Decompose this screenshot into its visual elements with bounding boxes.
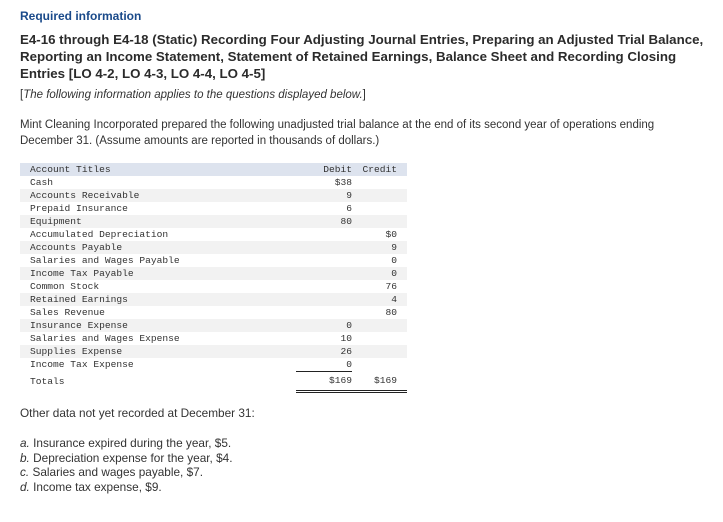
debit-value	[296, 306, 352, 319]
totals-row: Totals $169 $169	[20, 371, 407, 393]
problem-title: E4-16 through E4-18 (Static) Recording F…	[20, 32, 704, 81]
list-item: d. Income tax expense, $9.	[20, 480, 232, 495]
account-title: Accounts Payable	[20, 241, 296, 254]
account-title: Prepaid Insurance	[30, 203, 128, 214]
trial-balance-table: Account Titles Debit Credit Cash $38 Acco…	[20, 163, 407, 393]
item-text: Salaries and wages payable, $7.	[29, 465, 203, 480]
table-row: Accounts Payable 9	[20, 241, 407, 254]
credit-value: 0	[391, 255, 397, 266]
credit-value: 4	[352, 293, 407, 306]
credit-value	[352, 176, 407, 189]
credit-value	[352, 345, 407, 358]
header-credit: Credit	[352, 163, 407, 176]
intro-paragraph: Mint Cleaning Incorporated prepared the …	[20, 119, 655, 147]
table-row: Sales Revenue 80	[20, 306, 407, 319]
credit-value: 9	[352, 241, 407, 254]
credit-value	[352, 332, 407, 345]
credit-value: 80	[385, 307, 397, 318]
account-title: Income Tax Payable	[20, 267, 296, 280]
table-row: Insurance Expense 0	[20, 319, 407, 332]
account-title: Salaries and Wages Payable	[30, 255, 180, 266]
table-row: Cash $38	[20, 176, 407, 189]
info-note-text: The following information applies to the…	[23, 89, 363, 101]
item-letter: d.	[20, 480, 30, 495]
required-information-label: Required information	[20, 9, 142, 23]
account-title: Income Tax Expense	[30, 359, 134, 371]
table-row: Prepaid Insurance 6	[20, 202, 407, 215]
info-note: [The following information applies to th…	[20, 89, 366, 101]
debit-value	[296, 254, 352, 267]
list-item: b. Depreciation expense for the year, $4…	[20, 451, 232, 466]
debit-value: 80	[296, 215, 352, 228]
table-row: Income Tax Payable 0	[20, 267, 407, 280]
total-debit: $169	[296, 371, 352, 393]
bracket-open: [	[20, 89, 24, 101]
table-row: Salaries and Wages Expense 10	[20, 332, 407, 345]
credit-value	[352, 358, 407, 372]
debit-value: 0	[296, 358, 352, 372]
credit-value: $0	[385, 229, 397, 240]
account-title: Retained Earnings	[20, 293, 296, 306]
credit-value	[352, 319, 407, 332]
other-data-list: a. Insurance expired during the year, $5…	[20, 436, 232, 495]
account-title: Accumulated Depreciation	[30, 229, 169, 240]
debit-value: 0	[296, 319, 352, 332]
account-title: Cash	[30, 177, 54, 188]
table-row: Income Tax Expense 0	[20, 358, 407, 372]
item-letter: a.	[20, 436, 30, 450]
credit-value	[352, 202, 407, 215]
credit-value: 0	[352, 267, 407, 280]
item-text: Depreciation expense for the year, $4.	[29, 450, 233, 465]
totals-label: Totals	[30, 375, 65, 387]
item-letter: c.	[20, 465, 30, 480]
debit-value: 26	[296, 345, 352, 358]
debit-value	[296, 293, 352, 306]
list-item: a. Insurance expired during the year, $5…	[20, 436, 232, 451]
credit-value	[352, 189, 407, 202]
account-title: Salaries and Wages Expense	[30, 333, 180, 344]
table-row: Accumulated Depreciation $0	[20, 228, 407, 241]
item-text: Income tax expense, $9.	[29, 480, 162, 495]
table-row: Retained Earnings 4	[20, 293, 407, 306]
list-item: c. Salaries and wages payable, $7.	[20, 465, 232, 480]
header-debit: Debit	[296, 163, 352, 176]
account-title: Common Stock	[30, 281, 100, 292]
debit-value: 6	[346, 203, 352, 214]
debit-value	[296, 280, 352, 293]
debit-value: 10	[340, 333, 352, 344]
debit-value: 9	[296, 189, 352, 202]
account-title: Accounts Receivable	[20, 189, 296, 202]
debit-value	[296, 267, 352, 280]
account-title: Sales Revenue	[30, 307, 105, 318]
debit-value: $38	[334, 177, 352, 188]
item-letter: b.	[20, 450, 30, 465]
credit-value	[352, 215, 407, 228]
other-data-heading: Other data not yet recorded at December …	[20, 406, 255, 420]
account-title: Equipment	[20, 215, 296, 228]
credit-value: 76	[385, 281, 397, 292]
table-row: Salaries and Wages Payable 0	[20, 254, 407, 267]
bracket-close: ]	[362, 89, 366, 101]
account-title: Supplies Expense	[20, 345, 296, 358]
account-title: Insurance Expense	[20, 319, 296, 332]
header-account-titles: Account Titles	[20, 163, 296, 176]
table-row: Supplies Expense 26	[20, 345, 407, 358]
debit-value	[296, 228, 352, 241]
total-credit: $169	[352, 371, 407, 393]
debit-value	[296, 241, 352, 254]
table-row: Equipment 80	[20, 215, 407, 228]
item-text: Insurance expired during the year, $5.	[29, 436, 232, 450]
table-row: Accounts Receivable 9	[20, 189, 407, 202]
table-row: Common Stock 76	[20, 280, 407, 293]
table-header-row: Account Titles Debit Credit	[20, 163, 407, 176]
